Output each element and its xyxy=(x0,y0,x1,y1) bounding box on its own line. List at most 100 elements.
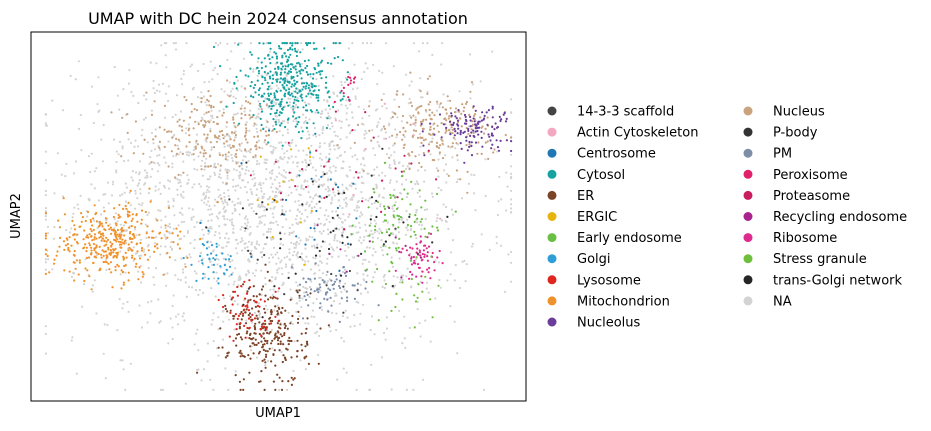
point-na xyxy=(102,124,105,127)
point-na xyxy=(119,359,122,362)
point-na xyxy=(361,197,364,200)
point-na xyxy=(378,193,381,196)
point-mitochondrion xyxy=(109,261,113,264)
point-na xyxy=(158,181,161,184)
point-na xyxy=(154,217,157,220)
point-na xyxy=(269,207,272,210)
point-na xyxy=(327,233,330,236)
point-mitochondrion xyxy=(122,258,125,261)
point-na xyxy=(366,291,369,294)
point-na xyxy=(246,218,249,221)
point-na xyxy=(391,110,394,114)
point-na xyxy=(168,226,172,229)
point-na xyxy=(231,87,234,90)
point-14-3-3-scaffold xyxy=(318,200,321,203)
point-na xyxy=(510,172,513,175)
point-na xyxy=(121,307,124,310)
point-na xyxy=(348,225,351,228)
point-p-body xyxy=(360,252,363,255)
point-na xyxy=(315,180,318,183)
point-na xyxy=(180,207,183,210)
point-na xyxy=(203,113,206,116)
legend-marker-ergic xyxy=(547,212,557,221)
point-ergic xyxy=(282,180,285,183)
point-recycling-endosome xyxy=(419,256,423,259)
point-cytosol xyxy=(296,42,299,45)
point-na xyxy=(138,179,141,182)
point-na xyxy=(321,158,324,161)
point-nucleus xyxy=(396,90,399,93)
point-pm xyxy=(365,280,368,284)
point-na xyxy=(176,144,179,147)
point-na xyxy=(159,253,162,256)
point-mitochondrion xyxy=(112,228,115,232)
point-nucleus xyxy=(446,95,449,98)
point-na xyxy=(223,205,226,209)
point-na xyxy=(360,78,363,81)
point-na xyxy=(252,68,255,71)
point-na xyxy=(229,295,232,298)
point-mitochondrion xyxy=(131,217,134,220)
point-cytosol xyxy=(304,87,307,90)
point-nucleus xyxy=(229,146,232,149)
point-na xyxy=(117,153,120,156)
point-nucleus xyxy=(431,111,434,114)
point-nucleus xyxy=(414,121,417,124)
point-cytosol xyxy=(339,99,342,102)
point-mitochondrion xyxy=(131,254,134,257)
point-na xyxy=(456,178,460,181)
point-mitochondrion xyxy=(93,233,97,236)
point-na xyxy=(398,309,401,312)
point-er xyxy=(298,294,301,297)
point-na xyxy=(295,120,298,123)
point-na xyxy=(147,192,150,195)
point-na xyxy=(373,201,376,205)
point-nucleus xyxy=(451,131,454,135)
point-nucleus xyxy=(396,133,399,136)
point-na xyxy=(378,69,381,72)
point-proteasome xyxy=(279,192,282,195)
point-na xyxy=(302,187,305,191)
point-na xyxy=(357,301,360,304)
point-nucleus xyxy=(222,137,225,140)
point-stress-granule xyxy=(365,268,369,271)
point-na xyxy=(221,200,224,203)
point-mitochondrion xyxy=(148,187,151,190)
point-na xyxy=(231,212,234,215)
point-na xyxy=(412,388,415,391)
point-mitochondrion xyxy=(88,244,92,247)
point-na xyxy=(124,388,127,391)
point-er xyxy=(290,376,293,379)
point-mitochondrion xyxy=(84,267,87,270)
point-na xyxy=(180,77,183,80)
point-er xyxy=(248,371,251,374)
point-cytosol xyxy=(300,96,303,99)
point-nucleus xyxy=(265,104,268,107)
point-nucleus xyxy=(432,127,436,130)
point-nucleus xyxy=(216,137,219,140)
point-nucleus xyxy=(453,111,457,114)
point-na xyxy=(375,166,379,169)
point-na xyxy=(335,328,338,332)
point-recycling-endosome xyxy=(316,224,319,227)
point-na xyxy=(140,134,143,137)
point-na xyxy=(212,388,215,391)
point-proteasome xyxy=(315,149,318,152)
point-nucleus xyxy=(391,134,394,137)
point-na xyxy=(331,255,334,258)
point-mitochondrion xyxy=(90,230,93,233)
point-na xyxy=(145,174,149,177)
point-ribosome xyxy=(414,262,417,265)
point-nucleolus xyxy=(488,135,491,138)
point-trans-golgi-network xyxy=(446,215,449,218)
point-cytosol xyxy=(273,51,276,54)
point-nucleus xyxy=(402,126,405,129)
point-na xyxy=(234,267,237,270)
point-pm xyxy=(302,277,305,280)
point-na xyxy=(245,169,248,172)
point-na xyxy=(255,188,259,191)
point-na xyxy=(510,280,513,283)
point-na xyxy=(308,205,311,208)
point-na xyxy=(203,276,207,279)
point-na xyxy=(320,245,323,248)
